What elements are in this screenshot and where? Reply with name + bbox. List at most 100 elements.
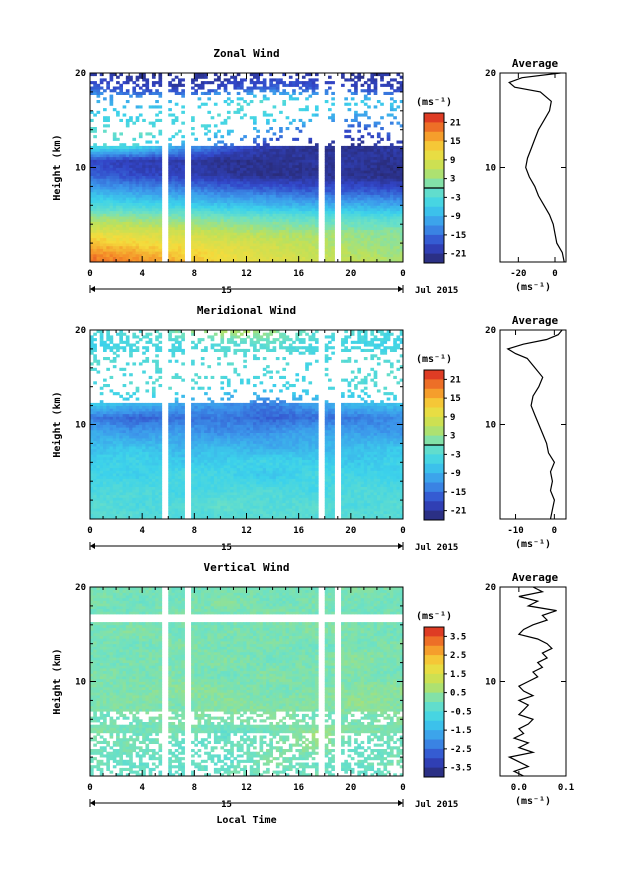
heatmap-cell [168, 145, 172, 149]
heatmap-cell [112, 175, 117, 179]
heatmap-cell [262, 516, 267, 520]
heatmap-cell [308, 205, 313, 209]
heatmap-cell [292, 170, 296, 174]
heatmap-cell [386, 235, 391, 239]
heatmap-cell [191, 81, 195, 85]
heatmap-cell [122, 81, 127, 85]
heatmap-cell [230, 259, 234, 263]
heatmap-cell [301, 516, 306, 520]
heatmap-cell [275, 83, 280, 87]
heatmap-cell [148, 237, 153, 241]
heatmap-cell [217, 175, 221, 179]
heatmap-cell [148, 183, 153, 187]
heatmap-cell [393, 224, 397, 228]
heatmap-cell [347, 89, 352, 93]
heatmap-cell [96, 235, 101, 239]
heatmap-cell [311, 162, 316, 166]
heatmap-cell [207, 248, 212, 252]
heatmap-cell [226, 516, 231, 520]
heatmap-cell [253, 148, 257, 152]
heatmap-cell [311, 183, 316, 187]
heatmap-cell [145, 513, 150, 517]
heatmap-cell [386, 259, 391, 263]
heatmap-cell [279, 164, 283, 168]
heatmap-cell [380, 240, 384, 244]
heatmap-cell [213, 197, 218, 201]
heatmap-cell [230, 129, 234, 133]
heatmap-cell [138, 148, 143, 152]
heatmap-cell [376, 237, 381, 241]
heatmap-cell [158, 181, 163, 185]
heatmap-cell [246, 232, 251, 236]
heatmap-cell [191, 164, 195, 168]
heatmap-cell [155, 151, 159, 155]
heatmap-cell [305, 232, 309, 236]
heatmap-cell [223, 513, 228, 517]
heatmap-cell [363, 81, 368, 85]
heatmap-cell [399, 245, 404, 249]
heatmap-cell [262, 137, 267, 141]
heatmap-cell [269, 237, 273, 241]
heatmap-cell [253, 151, 257, 155]
heatmap-cell [262, 81, 267, 85]
heatmap-cell [295, 210, 300, 214]
heatmap-cell [308, 208, 313, 212]
heatmap-cell [226, 508, 231, 512]
heatmap-cell [103, 164, 107, 168]
heatmap-cell [282, 83, 287, 87]
heatmap-cell [308, 178, 313, 182]
heatmap-cell [119, 145, 123, 149]
heatmap-cell [174, 229, 179, 233]
heatmap-cell [207, 202, 212, 206]
heatmap-cell [389, 102, 394, 106]
heatmap-cell [396, 210, 401, 214]
heatmap-cell [288, 213, 293, 217]
heatmap-cell [266, 256, 270, 260]
heatmap-cell [116, 86, 120, 90]
heatmap-cell [197, 224, 202, 228]
colorbar-segment [424, 234, 444, 245]
heatmap-cell [239, 216, 244, 220]
heatmap-cell [370, 245, 375, 249]
heatmap-cell [246, 259, 251, 263]
heatmap-cell [269, 510, 273, 514]
heatmap-cell [148, 510, 153, 514]
heatmap-cell [96, 259, 101, 263]
heatmap-cell [393, 259, 397, 263]
heatmap-cell [197, 210, 202, 214]
heatmap-cell [191, 86, 195, 90]
heatmap-cell [119, 162, 123, 166]
heatmap-cell [194, 208, 198, 212]
heatmap-cell [158, 210, 163, 214]
heatmap-cell [132, 251, 137, 255]
heatmap-cell [331, 118, 335, 122]
heatmap-cell [109, 102, 114, 106]
heatmap-cell [324, 194, 329, 198]
heatmap-cell [119, 245, 123, 249]
heatmap-cell [363, 253, 368, 257]
heatmap-cell [389, 208, 394, 212]
heatmap-cell [311, 178, 316, 182]
heatmap-cell [331, 116, 335, 120]
heatmap-cell [367, 240, 371, 244]
heatmap-cell [109, 186, 114, 190]
heatmap-cell [119, 83, 123, 87]
heatmap-cell [350, 259, 355, 263]
heatmap-cell [90, 164, 94, 168]
heatmap-cell [226, 216, 231, 220]
heatmap-cell [200, 156, 205, 160]
heatmap-cell [246, 235, 251, 239]
heatmap-cell [197, 86, 202, 90]
heatmap-cell [142, 91, 146, 95]
heatmap-cell [106, 148, 110, 152]
heatmap-cell [370, 243, 375, 247]
heatmap-cell [138, 162, 143, 166]
heatmap-cell [119, 232, 123, 236]
heatmap-cell [171, 256, 176, 260]
heatmap-cell [223, 235, 228, 239]
heatmap-cell [354, 167, 358, 171]
heatmap-cell [272, 78, 277, 82]
heatmap-cell [191, 197, 195, 201]
heatmap-cell [236, 256, 241, 260]
heatmap-cell [295, 154, 300, 158]
